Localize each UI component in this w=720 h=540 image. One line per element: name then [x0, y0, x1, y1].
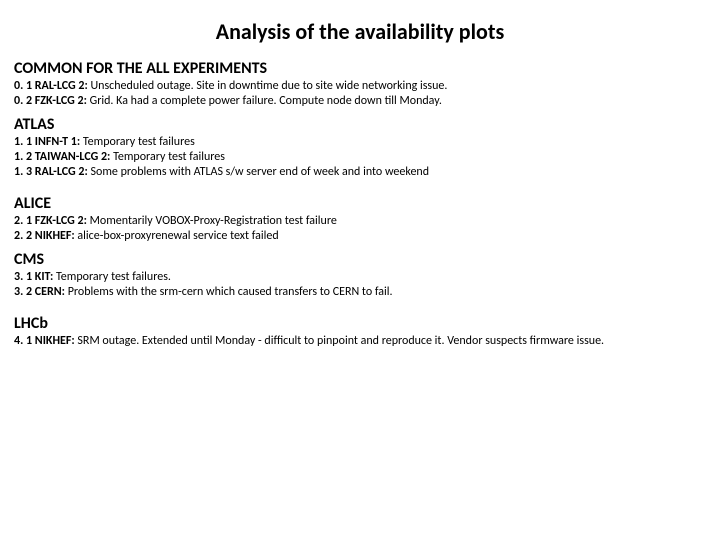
section-heading-common: COMMON FOR THE ALL EXPERIMENTS	[14, 59, 706, 79]
item-text: Some problems with ATLAS s/w server end …	[88, 165, 429, 179]
section-heading-atlas: ATLAS	[14, 115, 706, 135]
list-item: 0. 2 FZK-LCG 2: Grid. Ka had a complete …	[14, 94, 706, 109]
section-heading-lhcb: LHCb	[14, 314, 706, 334]
page-title: Analysis of the availability plots	[14, 18, 706, 45]
slide-page: Analysis of the availability plots COMMO…	[0, 0, 720, 540]
item-id: 1. 3 RAL-LCG 2:	[14, 165, 88, 179]
item-id: 2. 2 NIKHEF:	[14, 229, 75, 243]
item-text: Temporary test failures	[80, 135, 195, 149]
item-text: Temporary test failures	[110, 150, 225, 164]
section-heading-alice: ALICE	[14, 194, 706, 214]
spacer	[14, 180, 706, 188]
list-item: 2. 1 FZK-LCG 2: Momentarily VOBOX-Proxy-…	[14, 214, 706, 229]
list-item: 1. 3 RAL-LCG 2: Some problems with ATLAS…	[14, 165, 706, 180]
item-text: SRM outage. Extended until Monday - diff…	[75, 334, 604, 348]
item-id: 3. 2 CERN:	[14, 285, 65, 299]
item-id: 4. 1 NIKHEF:	[14, 334, 75, 348]
item-id: 1. 1 INFN-T 1:	[14, 135, 80, 149]
item-text: Momentarily VOBOX-Proxy-Registration tes…	[87, 214, 337, 228]
list-item: 2. 2 NIKHEF: alice-box-proxyrenewal serv…	[14, 229, 706, 244]
item-id: 0. 1 RAL-LCG 2:	[14, 79, 88, 93]
item-id: 2. 1 FZK-LCG 2:	[14, 214, 87, 228]
item-text: alice-box-proxyrenewal service text fail…	[75, 229, 279, 243]
item-id: 1. 2 TAIWAN-LCG 2:	[14, 150, 110, 164]
list-item: 4. 1 NIKHEF: SRM outage. Extended until …	[14, 334, 706, 349]
list-item: 1. 1 INFN-T 1: Temporary test failures	[14, 135, 706, 150]
list-item: 3. 1 KIT: Temporary test failures.	[14, 270, 706, 285]
spacer	[14, 300, 706, 308]
list-item: 0. 1 RAL-LCG 2: Unscheduled outage. Site…	[14, 79, 706, 94]
list-item: 1. 2 TAIWAN-LCG 2: Temporary test failur…	[14, 150, 706, 165]
item-text: Temporary test failures.	[53, 270, 171, 284]
item-id: 3. 1 KIT:	[14, 270, 53, 284]
item-text: Grid. Ka had a complete power failure. C…	[87, 94, 442, 108]
list-item: 3. 2 CERN: Problems with the srm-cern wh…	[14, 285, 706, 300]
section-heading-cms: CMS	[14, 250, 706, 270]
item-id: 0. 2 FZK-LCG 2:	[14, 94, 87, 108]
item-text: Problems with the srm-cern which caused …	[65, 285, 393, 299]
item-text: Unscheduled outage. Site in downtime due…	[88, 79, 448, 93]
